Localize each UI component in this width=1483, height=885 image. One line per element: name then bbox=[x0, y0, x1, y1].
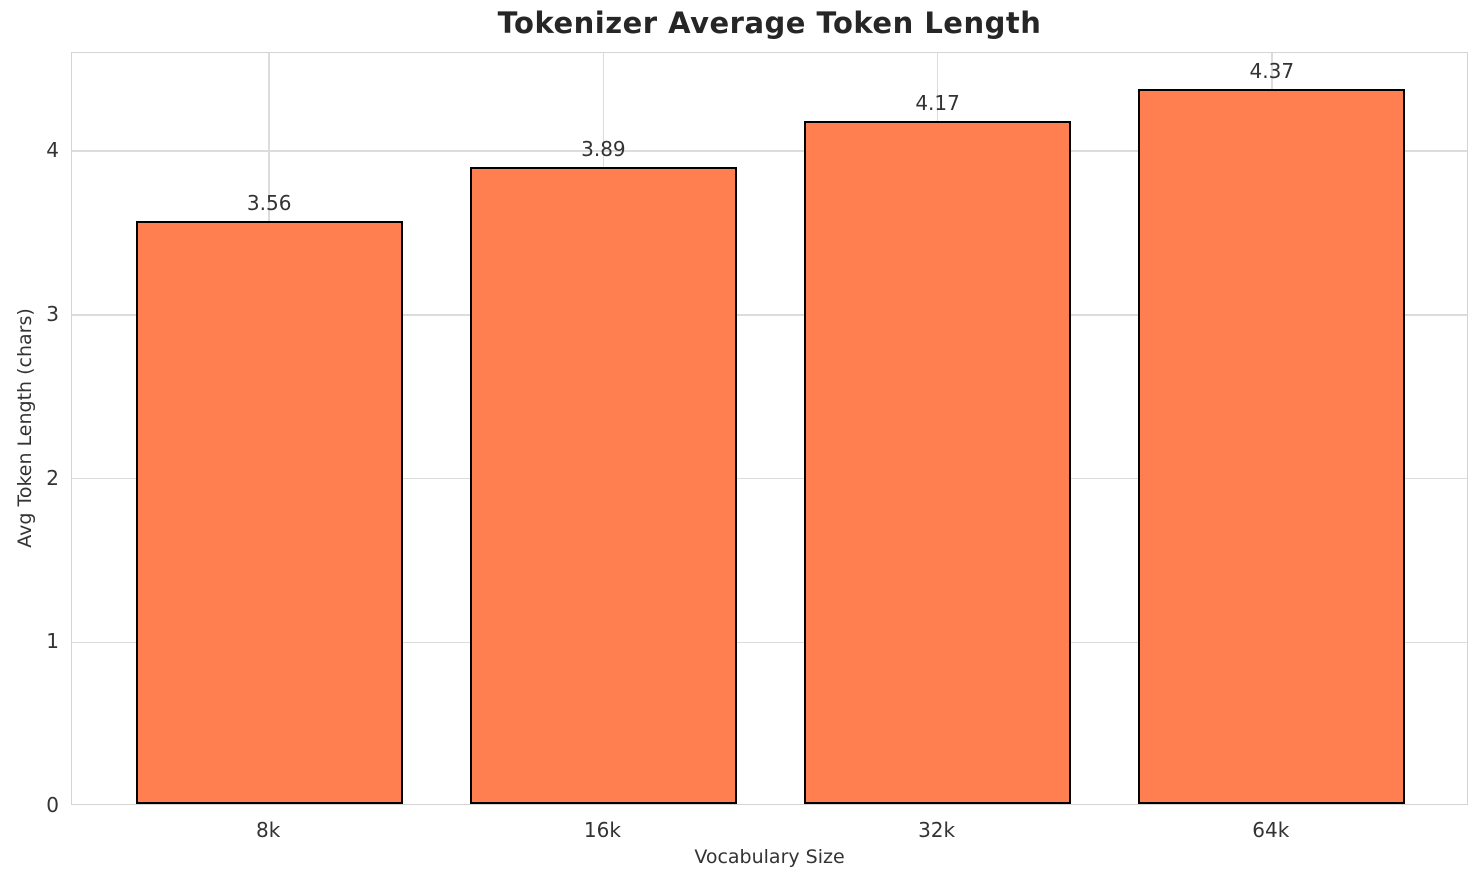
bar-value-label: 3.56 bbox=[246, 191, 292, 216]
bar-value-label: 4.17 bbox=[915, 91, 960, 116]
bar-value-label: 4.37 bbox=[1249, 58, 1295, 83]
y-tick-label: 0 bbox=[46, 793, 59, 817]
x-tick-label: 32k bbox=[918, 818, 956, 842]
plot-area: 3.56 3.89 4.17 4.37 bbox=[71, 52, 1468, 805]
y-tick-label: 2 bbox=[46, 465, 59, 490]
x-tick-label: 64k bbox=[1252, 818, 1290, 842]
y-tick-label: 3 bbox=[46, 301, 59, 326]
y-gridline bbox=[72, 477, 1467, 480]
x-tick-label: 8k bbox=[256, 818, 281, 842]
x-tick-label: 16k bbox=[583, 818, 621, 842]
x-axis-label: Vocabulary Size bbox=[694, 846, 845, 868]
y-tick-label: 1 bbox=[46, 629, 59, 654]
bar bbox=[803, 121, 1072, 804]
y-axis-label: Avg Token Length (chars) bbox=[14, 308, 36, 548]
bar bbox=[1138, 88, 1406, 804]
bar-value-label: 3.89 bbox=[581, 137, 626, 162]
y-tick-label: 4 bbox=[46, 138, 59, 163]
bar bbox=[469, 167, 738, 804]
y-gridline bbox=[72, 150, 1467, 152]
y-gridline bbox=[72, 314, 1467, 316]
bar bbox=[135, 221, 403, 804]
y-gridline bbox=[72, 641, 1467, 644]
chart-title: Tokenizer Average Token Length bbox=[497, 6, 1042, 40]
